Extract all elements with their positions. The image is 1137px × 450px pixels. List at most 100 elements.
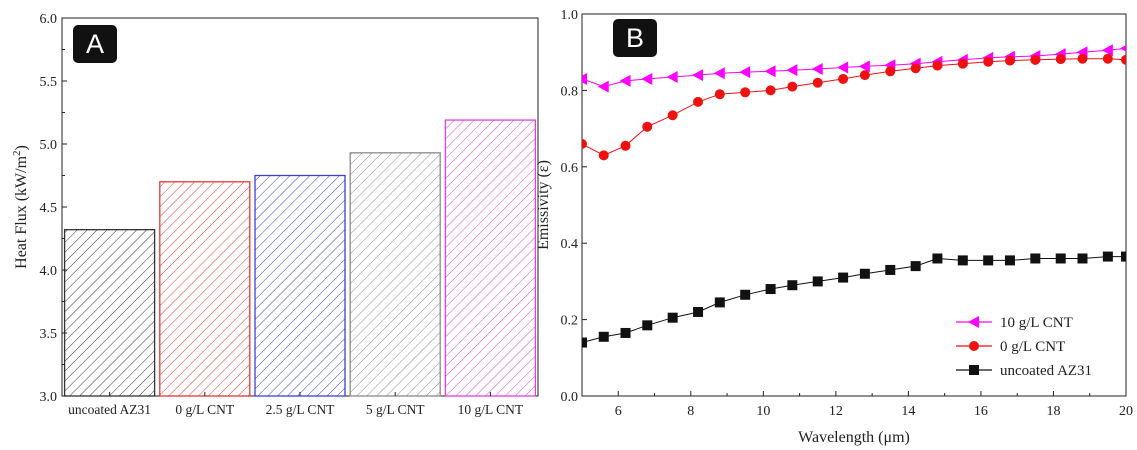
data-point bbox=[582, 138, 587, 149]
series-line bbox=[582, 58, 1126, 156]
data-point bbox=[1101, 44, 1113, 57]
y-tick-label: 6.0 bbox=[40, 12, 58, 27]
data-point bbox=[786, 64, 798, 77]
panel-b-y-ticks: 0.0 0.2 0.4 0.6 0.8 1.0 bbox=[561, 8, 587, 405]
series-3 bbox=[582, 251, 1126, 348]
x-tick-label: 12 bbox=[829, 404, 843, 419]
panel-b-y-axis-label: Emissivity (ε) bbox=[535, 160, 552, 250]
data-point bbox=[1102, 53, 1113, 64]
data-point bbox=[667, 312, 678, 323]
legend-label: uncoated AZ31 bbox=[1000, 363, 1092, 379]
data-point bbox=[620, 327, 631, 338]
y-tick-label: 0.6 bbox=[561, 161, 579, 176]
data-point bbox=[787, 81, 798, 92]
panel-a-y-axis-label: Heat Flux (kW/m2) bbox=[11, 145, 30, 269]
data-point bbox=[666, 71, 678, 84]
data-point bbox=[693, 306, 704, 317]
data-point bbox=[693, 96, 704, 107]
data-point bbox=[619, 74, 631, 87]
legend-label: 0 g/L CNT bbox=[1000, 339, 1065, 355]
data-point bbox=[859, 70, 870, 81]
x-tick-label: 16 bbox=[974, 404, 988, 419]
data-point bbox=[1077, 253, 1088, 264]
data-point bbox=[983, 56, 994, 67]
data-point bbox=[598, 150, 609, 161]
bar-4 bbox=[349, 152, 441, 397]
y-tick-label: 3.0 bbox=[40, 390, 58, 405]
data-point bbox=[787, 280, 798, 291]
data-point bbox=[582, 337, 587, 348]
data-point bbox=[642, 320, 653, 331]
data-point bbox=[1102, 251, 1113, 262]
data-point bbox=[885, 66, 896, 77]
panel-b-legend: 10 g/L CNT 0 g/L CNT uncoated AZ31 bbox=[956, 315, 1092, 379]
data-point bbox=[838, 272, 849, 283]
data-point bbox=[858, 60, 870, 73]
data-point bbox=[740, 289, 751, 300]
data-point bbox=[932, 60, 943, 71]
bar-1 bbox=[63, 229, 156, 397]
y-tick-label: 0.8 bbox=[561, 84, 579, 99]
data-point bbox=[957, 255, 968, 266]
data-point bbox=[1030, 253, 1041, 264]
data-point bbox=[811, 63, 823, 76]
data-point bbox=[740, 87, 751, 98]
y-tick-label: 4.5 bbox=[40, 201, 58, 216]
legend-label: 10 g/L CNT bbox=[1000, 315, 1073, 331]
x-tick-label: 2.5 g/L CNT bbox=[266, 402, 336, 417]
x-tick-label: 0 g/L CNT bbox=[175, 402, 234, 417]
data-point bbox=[765, 85, 776, 96]
data-point bbox=[692, 69, 704, 82]
panel-a-bars bbox=[63, 119, 537, 397]
panel-b-x-axis-label: Wavelength (μm) bbox=[798, 429, 910, 446]
y-tick-label: 4.0 bbox=[40, 264, 58, 279]
y-tick-label: 0.4 bbox=[561, 237, 579, 252]
x-tick-label: 10 g/L CNT bbox=[458, 402, 524, 417]
data-point bbox=[983, 255, 994, 266]
data-point bbox=[1121, 54, 1126, 65]
y-tick-label: 1.0 bbox=[561, 8, 579, 23]
x-tick-label: 18 bbox=[1046, 404, 1060, 419]
x-tick-label: 10 bbox=[756, 404, 770, 419]
data-point bbox=[620, 140, 631, 151]
data-point bbox=[765, 284, 776, 295]
data-point bbox=[837, 61, 849, 74]
svg-text:A: A bbox=[86, 29, 104, 59]
bar-3 bbox=[254, 174, 346, 397]
data-point bbox=[885, 264, 896, 275]
data-point bbox=[642, 121, 653, 132]
data-point bbox=[1004, 55, 1015, 66]
bar-5 bbox=[444, 119, 537, 397]
data-point bbox=[1077, 53, 1088, 64]
x-tick-label: 5 g/L CNT bbox=[366, 402, 425, 417]
y-tick-label: 3.5 bbox=[40, 327, 58, 342]
data-point bbox=[714, 89, 725, 100]
data-point bbox=[667, 110, 678, 121]
data-point bbox=[859, 268, 870, 279]
x-tick-label: 6 bbox=[615, 404, 622, 419]
panel-a-bar-chart: 3.0 3.5 4.0 4.5 5.0 5.5 6.0 uncoated AZ31 0 g/L… bbox=[11, 12, 539, 417]
panel-b-x-ticks: 6 8 10 12 14 16 18 20 bbox=[581, 391, 1133, 419]
data-point bbox=[1055, 54, 1066, 65]
data-point bbox=[1030, 54, 1041, 65]
legend-marker bbox=[969, 365, 979, 375]
y-tick-label: 5.0 bbox=[40, 138, 58, 153]
data-point bbox=[713, 67, 725, 80]
data-point bbox=[764, 65, 776, 78]
data-point bbox=[957, 58, 968, 69]
x-tick-label: uncoated AZ31 bbox=[68, 402, 151, 417]
data-point bbox=[598, 331, 609, 342]
data-point bbox=[1121, 251, 1126, 262]
bar-2 bbox=[159, 181, 251, 397]
series-2 bbox=[582, 53, 1126, 161]
data-point bbox=[739, 66, 751, 79]
panel-b-line-chart: 0.0 0.2 0.4 0.6 0.8 1.0 6 8 10 12 14 16 18 20 Wavele… bbox=[535, 8, 1133, 446]
panel-b-series bbox=[582, 44, 1126, 348]
panel-b-plot-frame bbox=[581, 13, 1127, 397]
panel-a-y-ticks: 3.0 3.5 4.0 4.5 5.0 5.5 6.0 bbox=[40, 12, 67, 405]
data-point bbox=[582, 72, 587, 85]
data-point bbox=[812, 77, 823, 88]
data-point bbox=[641, 72, 653, 85]
data-point bbox=[597, 80, 609, 93]
